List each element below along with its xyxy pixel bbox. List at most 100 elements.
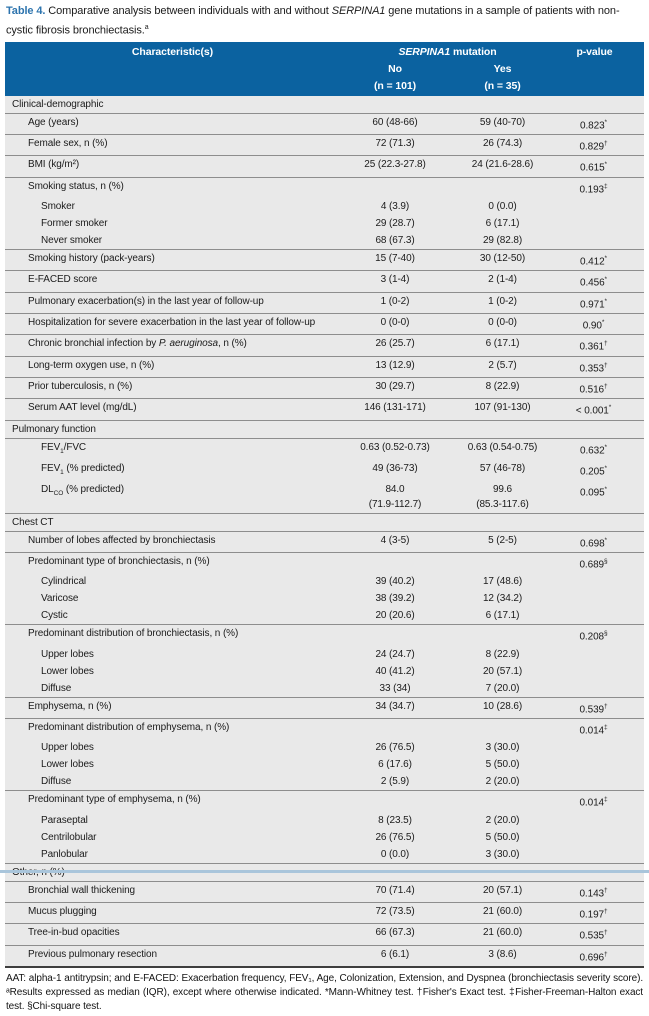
p-value-cell: 0.014‡ (579, 796, 608, 809)
p-value-cell (555, 573, 644, 590)
row-block: Emphysema, n (%) 34 (34.7) 10 (28.6) 0.539† (5, 698, 644, 719)
table-subrow: Cylindrical 39 (40.2) 17 (48.6) (5, 573, 644, 590)
row-block: Previous pulmonary resection 6 (6.1) 3 (8.… (5, 946, 644, 966)
table-subrow: Smoker 4 (3.9) 0 (0.0) (5, 198, 644, 215)
characteristic-cell: Number of lobes affected by bronchiectas… (28, 534, 216, 546)
yes-value-cell: 2 (5.7) (488, 359, 517, 371)
p-value-cell (555, 232, 644, 249)
header-no-label: No (388, 62, 402, 75)
table-subrow: Former smoker 29 (28.7) 6 (17.1) (5, 215, 644, 232)
p-value-cell: 0.095* (580, 485, 608, 498)
group-header-row: Predominant distribution of bronchiectas… (5, 625, 644, 645)
no-value-cell: 33 (34) (379, 682, 411, 694)
yes-value-cell: 5 (50.0) (485, 831, 520, 843)
p-value-cell (555, 663, 644, 680)
characteristic-cell: Diffuse (41, 776, 72, 788)
no-value-cell: 6 (6.1) (380, 948, 410, 960)
characteristic-cell: Predominant distribution of bronchiectas… (28, 628, 239, 640)
p-footnote-marker: * (604, 485, 608, 493)
characteristic-cell: Predominant type of emphysema, n (%) (28, 794, 201, 806)
row-block: Smoking history (pack-years) 15 (7-40) 30 … (5, 250, 644, 272)
characteristic-cell: Cylindrical (41, 576, 87, 588)
p-value-cell (555, 680, 644, 697)
row-block: Predominant type of bronchiectasis, n (%… (5, 553, 644, 626)
section-title: Chest CT (12, 516, 54, 528)
table-row: Mucus plugging 72 (73.5) 21 (60.0) 0.197† (5, 903, 644, 923)
p-footnote-marker: ‡ (604, 723, 608, 731)
p-footnote-marker: † (604, 340, 608, 348)
characteristic-cell: Panlobular (41, 848, 88, 860)
section-row: Pulmonary function (5, 421, 644, 438)
characteristic-cell: Bronchial wall thickening (28, 884, 136, 896)
p-value-cell (555, 773, 644, 790)
no-value-cell: 70 (71.4) (375, 884, 415, 896)
characteristic-cell: Long-term oxygen use, n (%) (28, 359, 155, 371)
row-block: FEV1/FVC 0.63 (0.52-0.73) 0.63 (0.54-0.75)… (5, 439, 644, 514)
p-footnote-marker: § (604, 557, 608, 565)
yes-value-cell: 3 (30.0) (485, 848, 520, 860)
yes-value-cell: 5 (50.0) (485, 759, 520, 771)
characteristic-cell: Paraseptal (41, 814, 88, 826)
p-value-cell: 0.90* (582, 318, 605, 332)
characteristic-cell: E-FACED score (28, 274, 98, 286)
p-value-cell: 0.014‡ (579, 723, 608, 737)
yes-value-cell: 12 (34.2) (482, 593, 523, 605)
yes-value-cell: 21 (60.0) (482, 905, 523, 917)
p-value-cell: 0.539† (579, 702, 608, 715)
characteristic-cell: Pulmonary exacerbation(s) in the last ye… (28, 295, 264, 307)
no-value-cell (340, 625, 450, 645)
p-footnote-marker: * (604, 254, 608, 262)
p-value-cell: 0.632* (580, 443, 607, 456)
table-row: Long-term oxygen use, n (%) 13 (12.9) 2 (5… (5, 357, 644, 377)
section-row: Chest CT (5, 514, 644, 531)
characteristic-cell: Female sex, n (%) (28, 137, 108, 149)
table-row: Previous pulmonary resection 6 (6.1) 3 (8.… (5, 946, 644, 966)
yes-value-cell: 2 (20.0) (485, 776, 520, 788)
section-block: Pulmonary function (5, 421, 644, 439)
table-header: Characteristic(s) SERPINA1 mutation p-va… (5, 41, 644, 96)
p-value-cell: 0.823* (580, 118, 607, 131)
group-header-row: Smoking status, n (%) 0.193‡ (5, 178, 644, 198)
no-value-cell: 39 (40.2) (375, 576, 415, 588)
characteristic-cell: Serum AAT level (mg/dL) (28, 402, 137, 414)
characteristic-cell: Chronic bronchial infection by P. aerugi… (28, 338, 247, 350)
p-value-cell: 0.197† (579, 907, 608, 921)
p-footnote-marker: * (604, 297, 608, 305)
no-value-cell: 0 (0-0) (380, 316, 410, 328)
p-footnote-marker: * (608, 404, 612, 412)
p-value-cell: 0.689§ (579, 557, 608, 571)
caption-footnote-marker: a (144, 23, 149, 31)
yes-value-cell: 17 (48.6) (482, 576, 523, 588)
caption-text-before: Comparative analysis between individuals… (45, 5, 332, 17)
characteristic-cell: Smoking history (pack-years) (28, 252, 155, 264)
yes-value-cell: 107 (91-130) (474, 402, 531, 414)
header-no-count: (n = 101) (374, 79, 416, 92)
characteristic-cell: DLCO (% predicted) (41, 483, 125, 497)
p-value-cell (555, 607, 644, 624)
yes-value-cell: 10 (28.6) (482, 700, 523, 712)
p-footnote-marker: * (604, 161, 608, 169)
p-footnote-marker: † (604, 139, 608, 147)
p-footnote-marker: † (604, 886, 608, 894)
p-value-cell: 0.205* (580, 464, 607, 477)
header-no-column: No (n = 101) (340, 61, 450, 96)
characteristic-cell: Diffuse (41, 682, 72, 694)
characteristic-cell: Varicose (41, 593, 79, 605)
p-footnote-marker: * (604, 276, 608, 284)
p-value-cell (555, 215, 644, 232)
p-footnote-marker: * (601, 318, 605, 326)
table-subrow: Centrilobular 26 (76.5) 5 (50.0) (5, 829, 644, 846)
no-value-cell: 2 (5.9) (380, 776, 410, 788)
table-subrow: Upper lobes 26 (76.5) 3 (30.0) (5, 739, 644, 756)
yes-value-cell: 29 (82.8) (482, 234, 523, 246)
p-value-cell: 0.412* (580, 254, 608, 268)
p-value-cell: 0.971* (580, 297, 608, 310)
p-footnote-marker: † (604, 382, 608, 390)
p-footnote-marker: § (604, 630, 608, 638)
header-yes-label: Yes (493, 62, 512, 75)
caption-text-after: gene mutations in a sample of patients w… (6, 5, 620, 37)
characteristic-cell: Age (years) (28, 116, 79, 128)
characteristic-cell: Hospitalization for severe exacerbation … (28, 316, 316, 328)
table-row: Serum AAT level (mg/dL) 146 (131-171) 107 … (5, 399, 644, 419)
yes-value-cell: 30 (12-50) (479, 252, 526, 264)
